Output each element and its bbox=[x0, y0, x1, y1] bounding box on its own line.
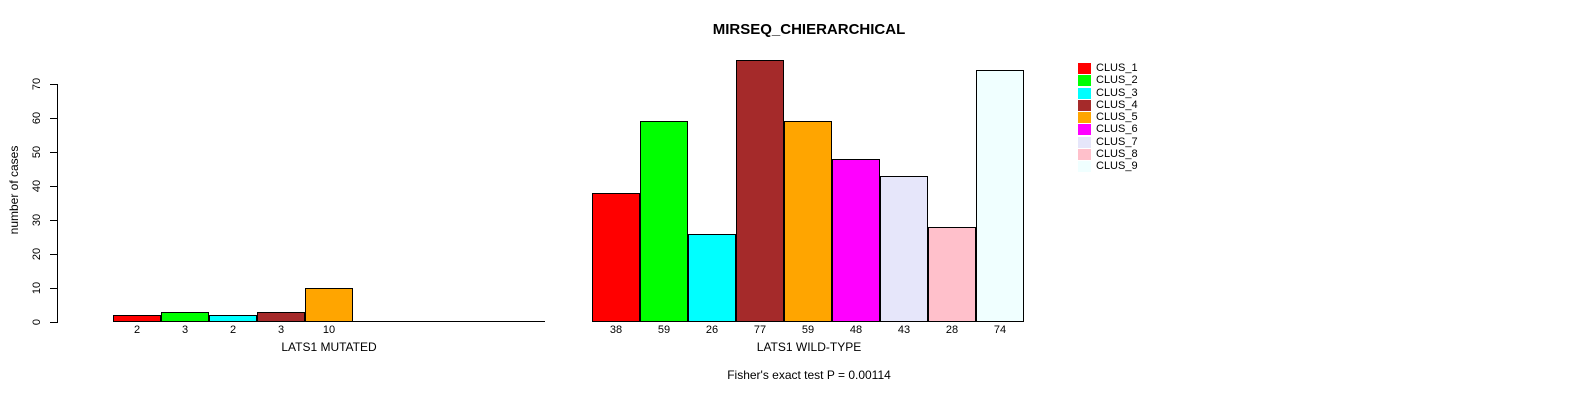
bar-clus_2 bbox=[161, 312, 209, 322]
bar-clus_1 bbox=[592, 193, 640, 322]
y-tick bbox=[50, 118, 58, 119]
fisher-test-annotation: Fisher's exact test P = 0.00114 bbox=[727, 368, 891, 382]
bar-value-label: 74 bbox=[993, 324, 1007, 336]
legend-item: CLUS_4 bbox=[1078, 99, 1188, 111]
panel-label-wildtype: LATS1 WILD-TYPE bbox=[756, 340, 862, 354]
legend-item: CLUS_5 bbox=[1078, 111, 1188, 123]
bar-value-label: 28 bbox=[945, 324, 959, 336]
y-tick-label: 50 bbox=[31, 145, 43, 159]
bar-value-label: 48 bbox=[849, 324, 863, 336]
y-tick bbox=[50, 84, 58, 85]
legend-item: CLUS_7 bbox=[1078, 136, 1188, 148]
bar-clus_7 bbox=[880, 176, 928, 322]
bar-clus_5 bbox=[305, 288, 353, 322]
legend-item: CLUS_2 bbox=[1078, 74, 1188, 86]
legend-label: CLUS_2 bbox=[1096, 74, 1138, 86]
bar-clus_3 bbox=[209, 315, 257, 322]
legend-swatch bbox=[1078, 137, 1091, 148]
legend-swatch bbox=[1078, 112, 1091, 123]
panel-label-mutated: LATS1 MUTATED bbox=[281, 340, 377, 354]
bar-clus_5 bbox=[784, 121, 832, 322]
y-axis-title: number of cases bbox=[7, 145, 21, 235]
bar-value-label: 59 bbox=[801, 324, 815, 336]
y-tick bbox=[50, 186, 58, 187]
y-tick-label: 10 bbox=[31, 281, 43, 295]
y-tick-label: 60 bbox=[31, 111, 43, 125]
bar-value-label: 43 bbox=[897, 324, 911, 336]
legend-item: CLUS_6 bbox=[1078, 123, 1188, 135]
legend-item: CLUS_1 bbox=[1078, 62, 1188, 74]
bar-clus_4 bbox=[257, 312, 305, 322]
bar-clus_4 bbox=[736, 60, 784, 322]
legend: CLUS_1 CLUS_2 CLUS_3 CLUS_4 CLUS_5 CLUS_6 CLUS… bbox=[1078, 62, 1188, 174]
bar-value-label: 2 bbox=[133, 324, 141, 336]
bar-clus_1 bbox=[113, 315, 161, 322]
bar-value-label: 26 bbox=[705, 324, 719, 336]
bar-value-label: 59 bbox=[657, 324, 671, 336]
legend-item: CLUS_9 bbox=[1078, 160, 1188, 172]
y-tick bbox=[50, 322, 58, 323]
y-tick bbox=[50, 220, 58, 221]
bar-clus_2 bbox=[640, 121, 688, 322]
legend-label: CLUS_8 bbox=[1096, 148, 1138, 160]
y-tick bbox=[50, 254, 58, 255]
bar-clus_6 bbox=[832, 159, 880, 322]
y-tick-label: 70 bbox=[31, 77, 43, 91]
bar-value-label: 3 bbox=[277, 324, 285, 336]
legend-swatch bbox=[1078, 161, 1091, 172]
legend-swatch bbox=[1078, 100, 1091, 111]
legend-swatch bbox=[1078, 149, 1091, 160]
legend-swatch bbox=[1078, 88, 1091, 99]
bar-clus_3 bbox=[688, 234, 736, 322]
bar-value-label: 2 bbox=[229, 324, 237, 336]
bar-clus_8 bbox=[928, 227, 976, 322]
legend-swatch bbox=[1078, 75, 1091, 86]
y-tick-label: 20 bbox=[31, 247, 43, 261]
legend-label: CLUS_6 bbox=[1096, 123, 1138, 135]
legend-label: CLUS_9 bbox=[1096, 160, 1138, 172]
y-tick bbox=[50, 152, 58, 153]
bar-clus_9 bbox=[976, 70, 1024, 322]
legend-label: CLUS_3 bbox=[1096, 87, 1138, 99]
y-tick bbox=[50, 288, 58, 289]
bar-value-label: 10 bbox=[322, 324, 336, 336]
legend-label: CLUS_1 bbox=[1096, 62, 1138, 74]
bar-value-label: 3 bbox=[181, 324, 189, 336]
legend-label: CLUS_5 bbox=[1096, 111, 1138, 123]
legend-swatch bbox=[1078, 63, 1091, 74]
legend-item: CLUS_8 bbox=[1078, 148, 1188, 160]
bar-value-label: 38 bbox=[609, 324, 623, 336]
y-tick-label: 30 bbox=[31, 213, 43, 227]
y-tick-label: 40 bbox=[31, 179, 43, 193]
y-tick-label: 0 bbox=[31, 318, 43, 326]
legend-label: CLUS_4 bbox=[1096, 99, 1138, 111]
bar-value-label: 77 bbox=[753, 324, 767, 336]
chart-title: MIRSEQ_CHIERARCHICAL bbox=[712, 21, 906, 38]
legend-swatch bbox=[1078, 124, 1091, 135]
y-axis-line bbox=[57, 84, 58, 323]
legend-label: CLUS_7 bbox=[1096, 136, 1138, 148]
legend-item: CLUS_3 bbox=[1078, 87, 1188, 99]
